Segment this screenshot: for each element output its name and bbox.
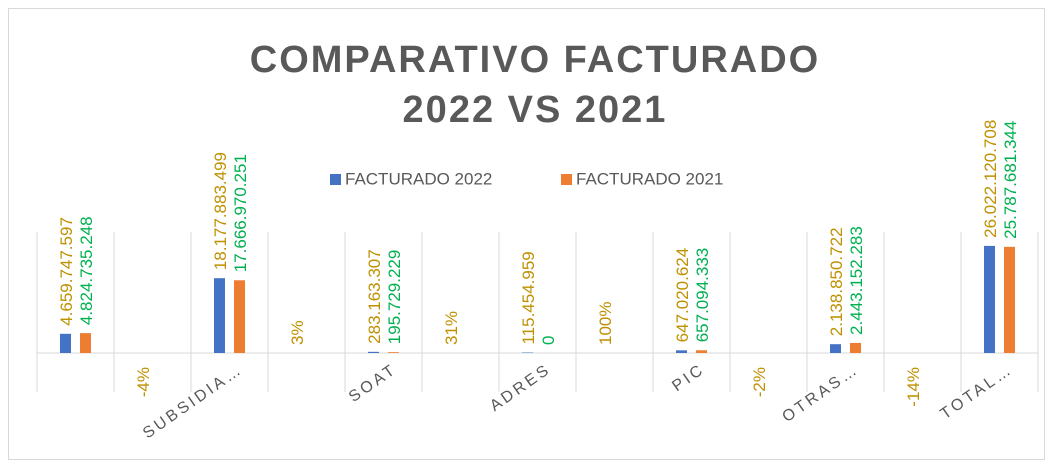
bar — [984, 245, 995, 353]
data-label: 4.659.747.597 — [57, 217, 76, 326]
legend-label: FACTURADO 2022 — [345, 169, 492, 188]
data-label: 4.824.735.248 — [77, 216, 96, 325]
data-label: 25.787.681.344 — [1001, 121, 1020, 239]
bar — [80, 333, 91, 353]
bar — [60, 333, 71, 353]
legend-swatch — [330, 174, 341, 185]
data-label: 31% — [442, 311, 461, 345]
data-label: 18.177.883.499 — [211, 152, 230, 270]
bar — [214, 278, 225, 353]
bar — [234, 280, 245, 353]
bar — [1004, 246, 1015, 353]
data-label: 26.022.120.708 — [981, 120, 1000, 238]
bar — [850, 342, 861, 353]
chart-frame — [8, 8, 1045, 460]
data-label: 115.454.959 — [519, 251, 538, 344]
data-label: -14% — [904, 367, 923, 407]
chart-title: COMPARATIVO FACTURADO — [250, 39, 820, 81]
data-label: 2.138.850.722 — [827, 227, 846, 336]
chart-title: 2022 VS 2021 — [403, 89, 668, 131]
bar — [368, 351, 379, 353]
bar — [388, 352, 399, 353]
bar — [696, 350, 707, 353]
bar — [830, 344, 841, 353]
data-label: -4% — [134, 367, 153, 397]
legend-swatch — [561, 174, 572, 185]
data-label: -2% — [750, 367, 769, 397]
data-label: 100% — [596, 302, 615, 345]
data-label: 17.666.970.251 — [231, 154, 250, 272]
data-label: 0 — [539, 336, 558, 345]
data-label: 657.094.333 — [693, 248, 712, 343]
bar — [676, 350, 687, 353]
legend-label: FACTURADO 2021 — [576, 169, 723, 188]
data-label: 647.020.624 — [673, 248, 692, 343]
data-label: 283.163.307 — [365, 249, 384, 344]
data-label: 195.729.229 — [385, 250, 404, 345]
data-label: 3% — [288, 320, 307, 345]
data-label: 2.443.152.283 — [847, 226, 866, 335]
